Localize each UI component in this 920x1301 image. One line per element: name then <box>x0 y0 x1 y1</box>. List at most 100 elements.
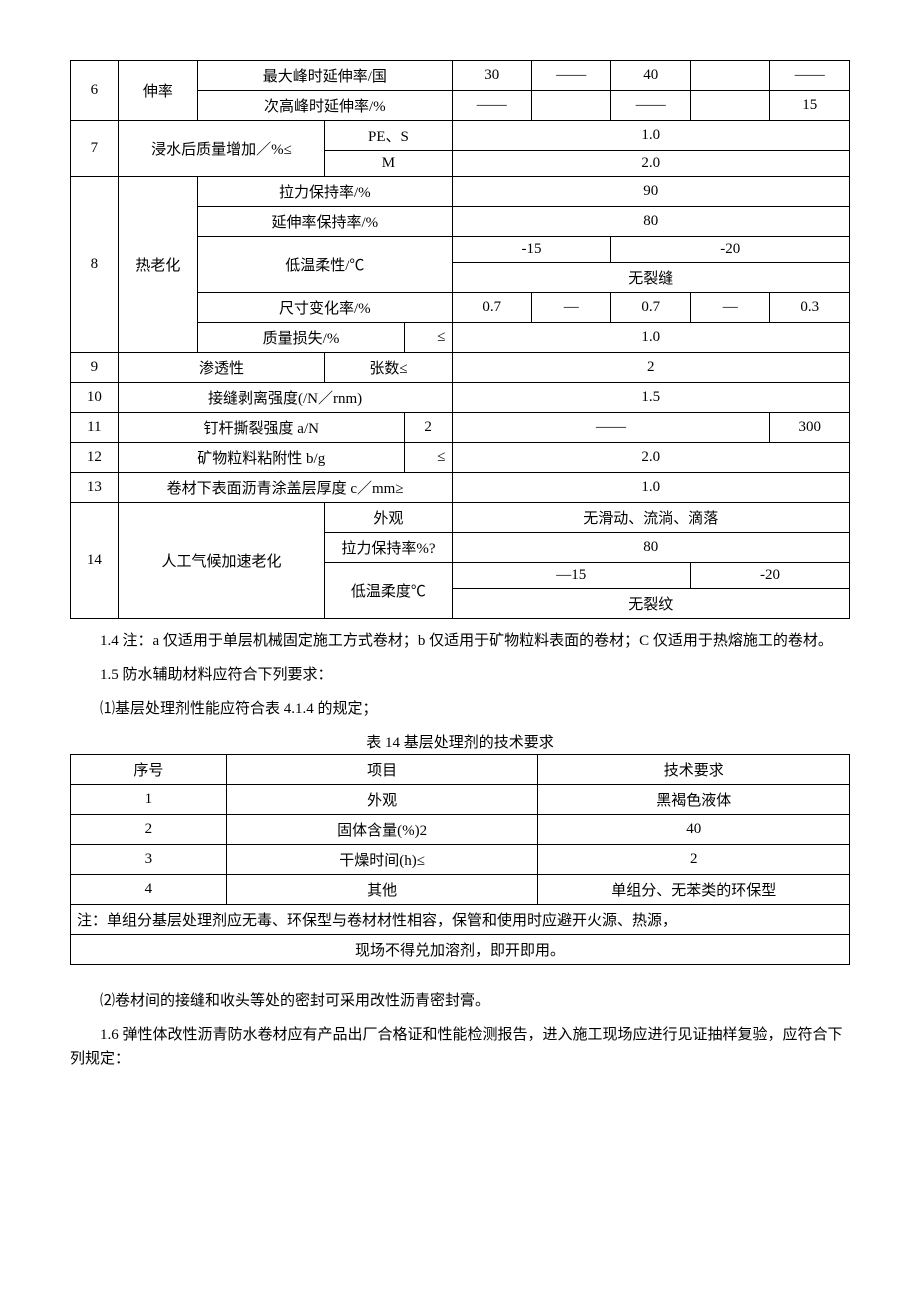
cell-prop: 外观 <box>226 785 538 815</box>
cell-val <box>690 61 769 91</box>
cell-label: 钉杆撕裂强度 a/N <box>118 413 404 443</box>
cell-prop: 尺寸变化率/% <box>198 293 452 323</box>
cell-val: -20 <box>690 563 849 589</box>
cell-val: 1.5 <box>452 383 849 413</box>
table-row: 12 矿物粒料粘附性 b/g ≤ 2.0 <box>71 443 850 473</box>
cell-val: 0.7 <box>452 293 531 323</box>
col-head: 序号 <box>71 755 227 785</box>
section-1-6: 1.6 弹性体改性沥青防水卷材应有产品出厂合格证和性能检测报告，进入施工现场应进… <box>70 1023 850 1071</box>
cell-seq: 14 <box>71 503 119 619</box>
cell-val: 0.3 <box>770 293 850 323</box>
cell-val: 80 <box>452 533 849 563</box>
cell-val: 1.0 <box>452 473 849 503</box>
cell-label: 卷材下表面沥青涂盖层厚度 c／mm≥ <box>118 473 452 503</box>
cell-prop: 干燥时间(h)≤ <box>226 845 538 875</box>
cell-label: 伸率 <box>118 61 197 121</box>
cell-seq: 12 <box>71 443 119 473</box>
cell-val: 2 <box>452 353 849 383</box>
cell-val: —— <box>452 413 770 443</box>
cell-val: 无裂缝 <box>452 263 849 293</box>
cell-label: 渗透性 <box>118 353 325 383</box>
cell-seq: 10 <box>71 383 119 413</box>
cell-val: 30 <box>452 61 531 91</box>
cell-prop: 外观 <box>325 503 452 533</box>
cell-seq: 4 <box>71 875 227 905</box>
cell-prop: 低温柔度℃ <box>325 563 452 619</box>
cell-val: 无裂纹 <box>452 589 849 619</box>
cell-seq: 3 <box>71 845 227 875</box>
cell-val: 2.0 <box>452 443 849 473</box>
cell-suffix: ≤ <box>404 443 452 473</box>
cell-val: —— <box>452 91 531 121</box>
cell-val: —15 <box>452 563 690 589</box>
material-spec-table: 6 伸率 最大峰时延伸率/国 30 —— 40 —— 次高峰时延伸率/% —— … <box>70 60 850 619</box>
col-head: 项目 <box>226 755 538 785</box>
cell-prop: 最大峰时延伸率/国 <box>198 61 452 91</box>
cell-label: 矿物粒料粘附性 b/g <box>118 443 404 473</box>
table-row: 注：单组分基层处理剂应无毒、环保型与卷材材性相容，保管和使用时应避开火源、热源， <box>71 905 850 935</box>
cell-val: 300 <box>770 413 850 443</box>
cell-val: —— <box>611 91 690 121</box>
cell-prop: 固体含量(%)2 <box>226 815 538 845</box>
cell-suffix: 2 <box>404 413 452 443</box>
cell-val: 0.7 <box>611 293 690 323</box>
cell-val: 黑褐色液体 <box>538 785 850 815</box>
table-row: 序号 项目 技术要求 <box>71 755 850 785</box>
cell-val: — <box>690 293 769 323</box>
table-row: 11 钉杆撕裂强度 a/N 2 —— 300 <box>71 413 850 443</box>
table-row: 9 渗透性 张数≤ 2 <box>71 353 850 383</box>
cell-val: — <box>532 293 611 323</box>
cell-label: 人工气候加速老化 <box>118 503 325 619</box>
table2-note-line1: 注：单组分基层处理剂应无毒、环保型与卷材材性相容，保管和使用时应避开火源、热源， <box>71 905 850 935</box>
cell-prop: 拉力保持率/% <box>198 177 452 207</box>
section-1-5: 1.5 防水辅助材料应符合下列要求： <box>70 663 850 687</box>
cell-val: 40 <box>611 61 690 91</box>
cell-val: -15 <box>452 237 611 263</box>
cell-suffix: ≤ <box>404 323 452 353</box>
cell-prop: 张数≤ <box>325 353 452 383</box>
item-1-5-1: ⑴基层处理剂性能应符合表 4.1.4 的规定； <box>70 697 850 721</box>
cell-val <box>532 91 611 121</box>
cell-val: 90 <box>452 177 849 207</box>
table-row: 10 接缝剥离强度(/N／rnm) 1.5 <box>71 383 850 413</box>
cell-seq: 13 <box>71 473 119 503</box>
table-row: 7 浸水后质量增加／%≤ PE、S 1.0 <box>71 121 850 151</box>
cell-val: 1.0 <box>452 323 849 353</box>
cell-val: —— <box>532 61 611 91</box>
cell-seq: 8 <box>71 177 119 353</box>
table-row: 3 干燥时间(h)≤ 2 <box>71 845 850 875</box>
cell-val: 40 <box>538 815 850 845</box>
cell-seq: 2 <box>71 815 227 845</box>
primer-spec-table: 序号 项目 技术要求 1 外观 黑褐色液体 2 固体含量(%)2 40 3 干燥… <box>70 754 850 965</box>
cell-label: 热老化 <box>118 177 197 353</box>
cell-label: 接缝剥离强度(/N／rnm) <box>118 383 452 413</box>
table-row: 8 热老化 拉力保持率/% 90 <box>71 177 850 207</box>
cell-label: 浸水后质量增加／%≤ <box>118 121 325 177</box>
table-row: 现场不得兑加溶剂，即开即用。 <box>71 935 850 965</box>
cell-val: 2.0 <box>452 151 849 177</box>
cell-val: 单组分、无苯类的环保型 <box>538 875 850 905</box>
table2-caption: 表 14 基层处理剂的技术要求 <box>70 731 850 752</box>
cell-val: 80 <box>452 207 849 237</box>
cell-val: 1.0 <box>452 121 849 151</box>
cell-prop: 延伸率保持率/% <box>198 207 452 237</box>
cell-val: 无滑动、流淌、滴落 <box>452 503 849 533</box>
table-row: 4 其他 单组分、无苯类的环保型 <box>71 875 850 905</box>
col-head: 技术要求 <box>538 755 850 785</box>
cell-prop: 拉力保持率%? <box>325 533 452 563</box>
cell-prop: 次高峰时延伸率/% <box>198 91 452 121</box>
table2-note-line2: 现场不得兑加溶剂，即开即用。 <box>71 935 850 965</box>
cell-seq: 11 <box>71 413 119 443</box>
cell-prop: 其他 <box>226 875 538 905</box>
cell-val: 2 <box>538 845 850 875</box>
cell-seq: 1 <box>71 785 227 815</box>
cell-prop: 质量损失/% <box>198 323 405 353</box>
cell-prop: M <box>325 151 452 177</box>
cell-seq: 7 <box>71 121 119 177</box>
cell-val: —— <box>770 61 850 91</box>
table-row: 1 外观 黑褐色液体 <box>71 785 850 815</box>
cell-seq: 9 <box>71 353 119 383</box>
table-row: 6 伸率 最大峰时延伸率/国 30 —— 40 —— <box>71 61 850 91</box>
table-row: 2 固体含量(%)2 40 <box>71 815 850 845</box>
cell-val <box>690 91 769 121</box>
